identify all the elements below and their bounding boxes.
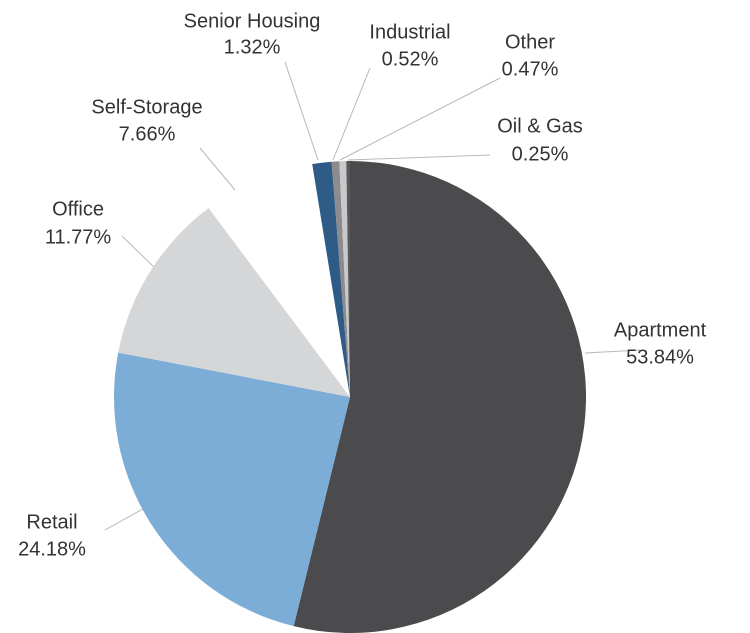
leader-line [121,235,156,269]
slice-value-label: 0.25% [512,143,569,165]
slice-name-label: Office [52,198,104,220]
slice-value-label: 53.84% [626,346,694,368]
pie-slice [118,207,350,397]
slice-name-label: Oil & Gas [497,115,583,137]
leader-lines [104,61,641,531]
pie-slice [312,161,350,397]
slice-name-label: Retail [26,511,77,533]
pie-slice [114,352,350,627]
slice-value-label: 11.77% [45,226,112,248]
slice-name-label: Other [505,31,555,53]
pie-slice [331,161,350,397]
leader-line [199,147,236,191]
leader-line [332,67,371,161]
pie-slice [346,161,350,397]
slice-value-label: 0.47% [502,58,559,80]
pie-slice [208,164,350,397]
leader-line [284,61,319,161]
leader-line [339,77,501,161]
leader-line [347,154,491,161]
slice-value-label: 24.18% [18,538,86,560]
slice-value-label: 7.66% [119,123,176,145]
slice-name-label: Apartment [614,319,707,341]
slice-name-label: Industrial [369,21,450,43]
pie-slice [339,161,350,397]
slice-value-label: 1.32% [224,36,281,58]
slice-value-label: 0.52% [382,48,439,70]
slice-name-label: Senior Housing [184,10,321,32]
slice-name-label: Self-Storage [91,96,202,118]
leader-line [584,349,641,354]
pie-slice [293,161,587,633]
